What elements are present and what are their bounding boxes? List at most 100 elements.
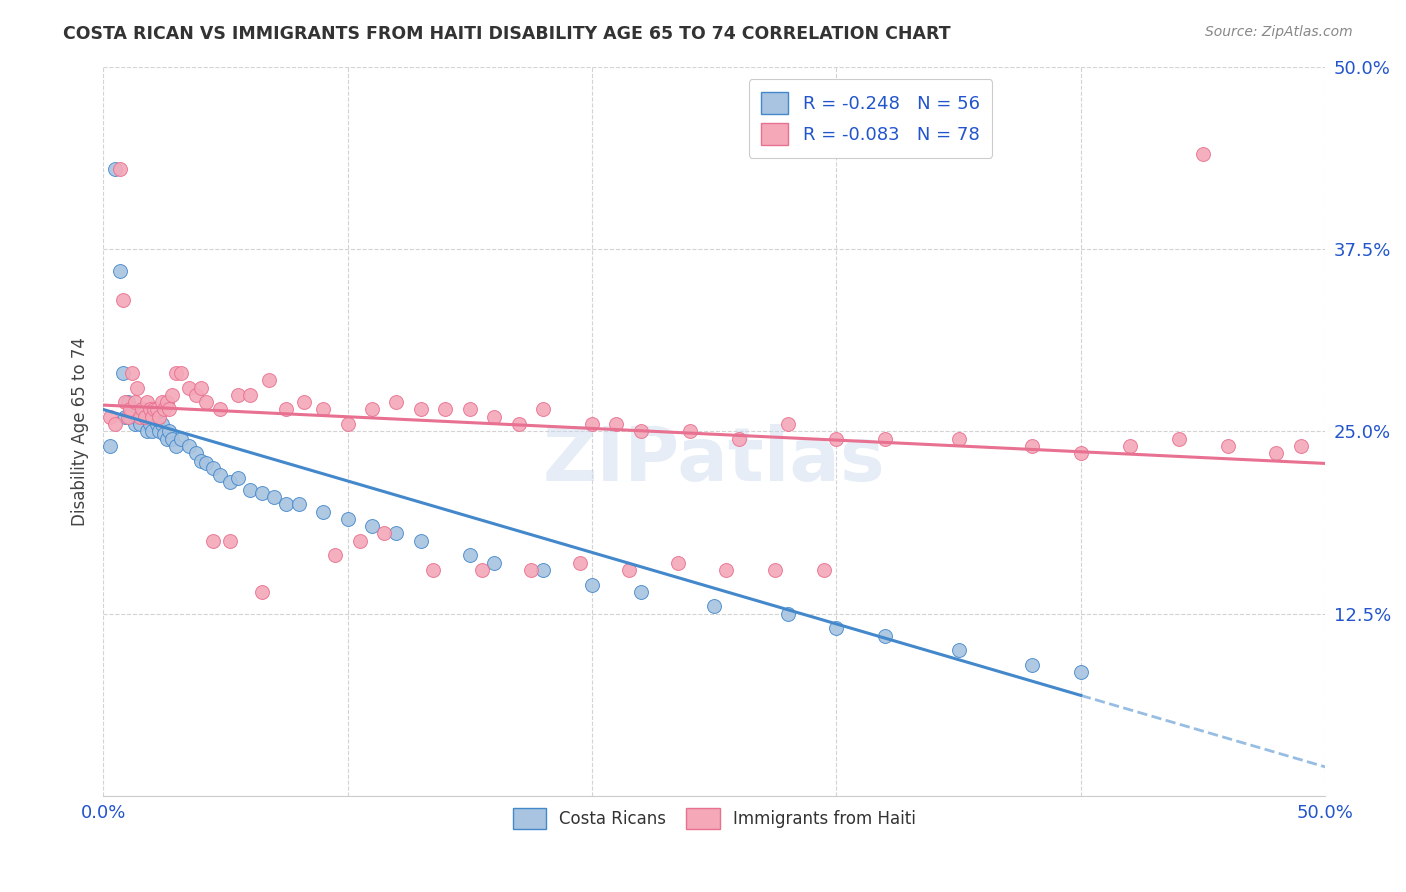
Point — [219, 475, 242, 490]
Point — [153, 427, 176, 442]
Text: COSTA RICAN VS IMMIGRANTS FROM HAITI DISABILITY AGE 65 TO 74 CORRELATION CHART: COSTA RICAN VS IMMIGRANTS FROM HAITI DIS… — [63, 25, 950, 43]
Point — [531, 402, 554, 417]
Point — [157, 425, 180, 439]
Point — [361, 519, 384, 533]
Point — [136, 395, 159, 409]
Point — [118, 409, 141, 424]
Point — [170, 366, 193, 380]
Point — [127, 409, 149, 424]
Point — [312, 402, 335, 417]
Legend: Costa Ricans, Immigrants from Haiti: Costa Ricans, Immigrants from Haiti — [506, 802, 922, 835]
Point — [1119, 439, 1142, 453]
Point — [127, 381, 149, 395]
Point — [385, 526, 408, 541]
Point — [336, 512, 359, 526]
Point — [131, 402, 153, 417]
Point — [948, 432, 970, 446]
Point — [128, 417, 150, 431]
Point — [763, 563, 786, 577]
Point — [716, 563, 738, 577]
Point — [239, 483, 262, 497]
Point — [263, 490, 285, 504]
Point — [117, 395, 139, 409]
Point — [630, 584, 652, 599]
Y-axis label: Disability Age 65 to 74: Disability Age 65 to 74 — [72, 337, 89, 525]
Point — [325, 549, 347, 563]
Point — [1192, 147, 1215, 161]
Point — [520, 563, 543, 577]
Point — [373, 526, 395, 541]
Point — [166, 366, 188, 380]
Point — [117, 409, 139, 424]
Point — [156, 395, 179, 409]
Point — [153, 402, 176, 417]
Point — [150, 395, 173, 409]
Point — [156, 432, 179, 446]
Point — [361, 402, 384, 417]
Point — [170, 432, 193, 446]
Point — [190, 381, 212, 395]
Point — [136, 425, 159, 439]
Point — [508, 417, 530, 431]
Point — [111, 293, 134, 307]
Point — [100, 439, 122, 453]
Point — [531, 563, 554, 577]
Point — [128, 409, 150, 424]
Point — [287, 497, 309, 511]
Point — [138, 402, 160, 417]
Point — [825, 432, 848, 446]
Point — [143, 409, 166, 424]
Point — [160, 388, 183, 402]
Point — [1167, 432, 1189, 446]
Point — [875, 432, 897, 446]
Point — [825, 621, 848, 635]
Point — [349, 533, 371, 548]
Point — [166, 439, 188, 453]
Point — [239, 388, 262, 402]
Point — [727, 432, 749, 446]
Point — [581, 577, 603, 591]
Point — [484, 409, 506, 424]
Point — [422, 563, 444, 577]
Point — [118, 402, 141, 417]
Point — [146, 402, 169, 417]
Point — [259, 373, 281, 387]
Point — [110, 264, 132, 278]
Point — [312, 505, 335, 519]
Point — [1289, 439, 1312, 453]
Point — [124, 395, 146, 409]
Point — [111, 366, 134, 380]
Point — [146, 417, 169, 431]
Point — [276, 402, 298, 417]
Point — [458, 549, 481, 563]
Point — [141, 409, 163, 424]
Point — [138, 417, 160, 431]
Point — [458, 402, 481, 417]
Point — [1021, 439, 1043, 453]
Point — [150, 417, 173, 431]
Point — [194, 457, 217, 471]
Point — [121, 402, 143, 417]
Point — [202, 460, 225, 475]
Point — [141, 425, 163, 439]
Point — [134, 409, 156, 424]
Point — [1070, 665, 1092, 679]
Point — [114, 395, 136, 409]
Point — [190, 453, 212, 467]
Point — [110, 161, 132, 176]
Point — [114, 409, 136, 424]
Point — [202, 533, 225, 548]
Point — [1265, 446, 1288, 460]
Point — [875, 629, 897, 643]
Point — [250, 584, 273, 599]
Point — [226, 388, 249, 402]
Point — [104, 417, 127, 431]
Point — [703, 599, 725, 614]
Point — [160, 432, 183, 446]
Point — [250, 485, 273, 500]
Point — [177, 439, 200, 453]
Point — [219, 533, 242, 548]
Point — [434, 402, 457, 417]
Point — [948, 643, 970, 657]
Point — [134, 409, 156, 424]
